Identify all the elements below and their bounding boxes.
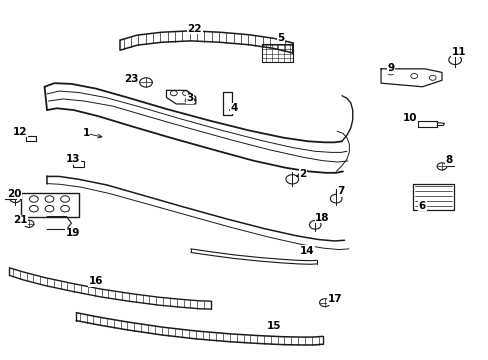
Text: 15: 15	[266, 321, 281, 331]
Text: 1: 1	[82, 129, 89, 138]
Text: 19: 19	[65, 228, 80, 238]
Text: 17: 17	[327, 294, 341, 304]
Text: 14: 14	[299, 246, 314, 256]
Bar	[73, 161, 83, 167]
Text: 18: 18	[315, 213, 329, 222]
Text: 16: 16	[88, 276, 103, 286]
Text: 7: 7	[337, 186, 344, 197]
Text: 8: 8	[445, 155, 452, 165]
Text: 23: 23	[124, 74, 138, 84]
Text: 9: 9	[386, 63, 393, 73]
Text: 10: 10	[402, 113, 417, 123]
Text: 6: 6	[418, 201, 425, 211]
Text: 20: 20	[7, 189, 21, 199]
Text: 11: 11	[451, 46, 466, 57]
Text: 4: 4	[230, 103, 237, 113]
Text: 22: 22	[187, 24, 202, 34]
Text: 13: 13	[65, 154, 80, 164]
Text: 21: 21	[13, 215, 27, 225]
Text: 2: 2	[299, 168, 306, 179]
Text: 5: 5	[277, 33, 284, 43]
Text: 3: 3	[186, 93, 193, 103]
Text: 12: 12	[13, 127, 27, 136]
